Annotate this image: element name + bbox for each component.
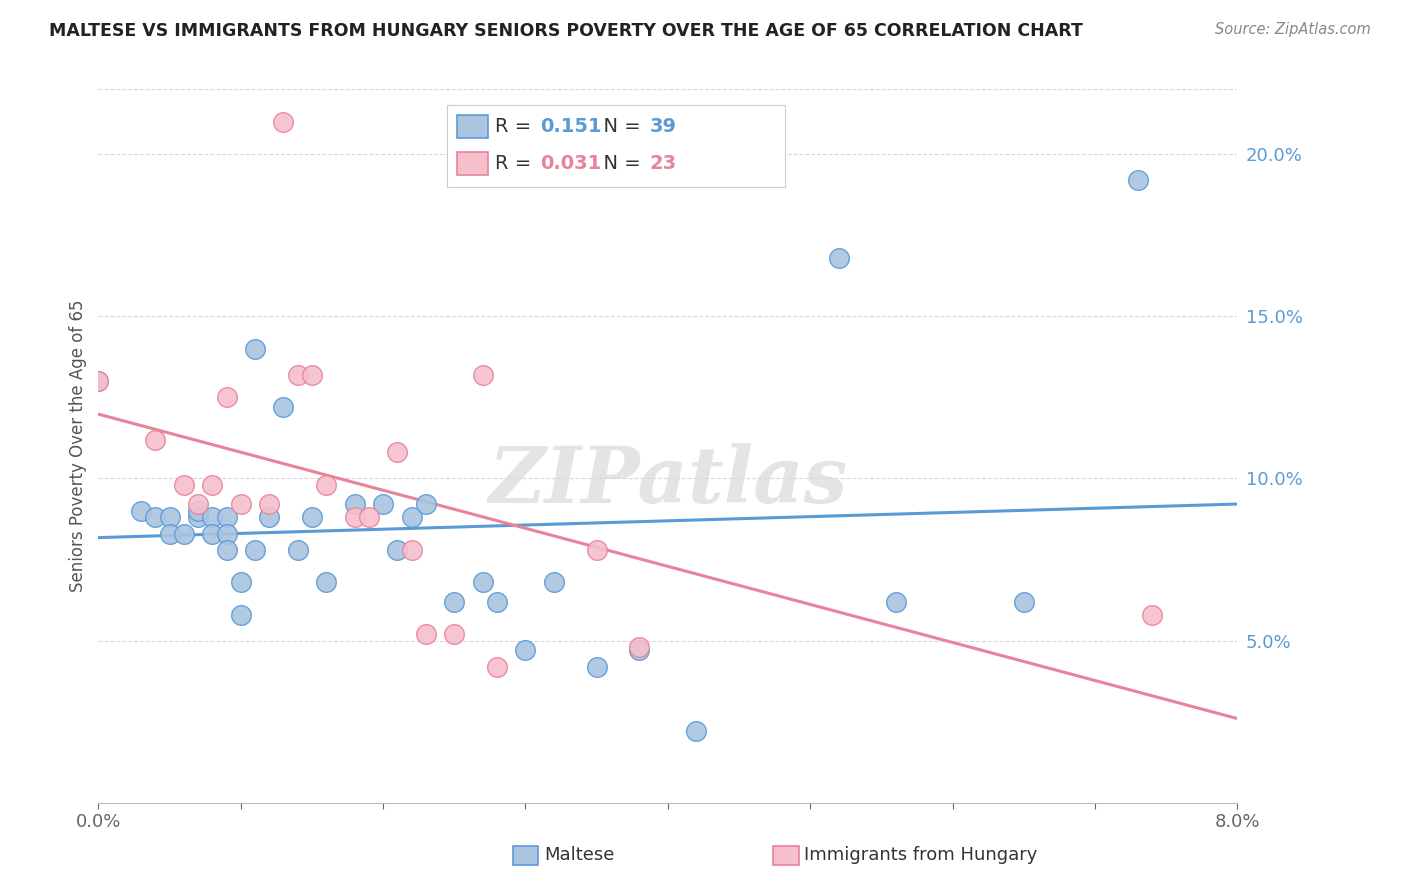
Point (215, 510, 238, 524)
Point (273, 114, 295, 128)
Point (259, 497, 281, 511)
Text: ZIPatlas: ZIPatlas (488, 443, 848, 520)
Point (229, 575, 252, 590)
Point (1140, 607, 1163, 622)
Point (187, 510, 209, 524)
Point (628, 643, 651, 657)
Point (401, 542, 423, 557)
Point (229, 497, 252, 511)
Point (145, 433, 167, 447)
Point (215, 390, 238, 404)
Point (215, 526, 238, 541)
Point (315, 478, 337, 492)
Point (315, 575, 337, 590)
Point (1126, 173, 1149, 187)
Point (471, 368, 494, 382)
Point (243, 342, 266, 356)
Point (1012, 595, 1035, 609)
Point (585, 659, 607, 673)
Point (201, 510, 224, 524)
Point (685, 724, 707, 739)
Text: N =: N = (591, 153, 647, 173)
Point (343, 497, 366, 511)
Text: Immigrants from Hungary: Immigrants from Hungary (804, 846, 1038, 863)
Point (201, 526, 224, 541)
Point (371, 497, 394, 511)
Point (187, 497, 209, 511)
Point (273, 400, 295, 414)
Point (543, 575, 565, 590)
Point (486, 659, 509, 673)
Point (828, 251, 851, 265)
Point (229, 607, 252, 622)
Point (215, 542, 238, 557)
Point (387, 542, 409, 557)
Point (486, 595, 509, 609)
Point (173, 478, 195, 492)
Point (357, 510, 380, 524)
Point (159, 526, 181, 541)
Text: 0.151: 0.151 (540, 117, 602, 136)
Text: Source: ZipAtlas.com: Source: ZipAtlas.com (1215, 22, 1371, 37)
Point (443, 595, 465, 609)
Point (287, 368, 309, 382)
Point (287, 542, 309, 557)
Text: 39: 39 (650, 117, 676, 136)
Text: MALTESE VS IMMIGRANTS FROM HUNGARY SENIORS POVERTY OVER THE AGE OF 65 CORRELATIO: MALTESE VS IMMIGRANTS FROM HUNGARY SENIO… (49, 22, 1083, 40)
Point (471, 575, 494, 590)
Point (443, 627, 465, 641)
Point (884, 595, 907, 609)
Point (401, 510, 423, 524)
Point (259, 510, 281, 524)
Point (87, 374, 110, 388)
Text: R =: R = (495, 153, 537, 173)
Point (515, 643, 537, 657)
Point (187, 504, 209, 518)
Point (87, 374, 110, 388)
Point (415, 627, 437, 641)
Point (201, 478, 224, 492)
Point (129, 504, 152, 518)
Point (415, 497, 437, 511)
Point (159, 510, 181, 524)
Point (343, 510, 366, 524)
Text: N =: N = (591, 117, 647, 136)
Point (585, 542, 607, 557)
Text: Maltese: Maltese (544, 846, 614, 863)
Point (628, 640, 651, 654)
Text: R =: R = (495, 117, 537, 136)
Text: 23: 23 (650, 153, 676, 173)
Point (301, 368, 323, 382)
Point (145, 510, 167, 524)
Text: 0.031: 0.031 (540, 153, 602, 173)
Point (173, 526, 195, 541)
Point (301, 510, 323, 524)
Point (387, 445, 409, 459)
Y-axis label: Seniors Poverty Over the Age of 65: Seniors Poverty Over the Age of 65 (69, 300, 87, 592)
Point (243, 542, 266, 557)
